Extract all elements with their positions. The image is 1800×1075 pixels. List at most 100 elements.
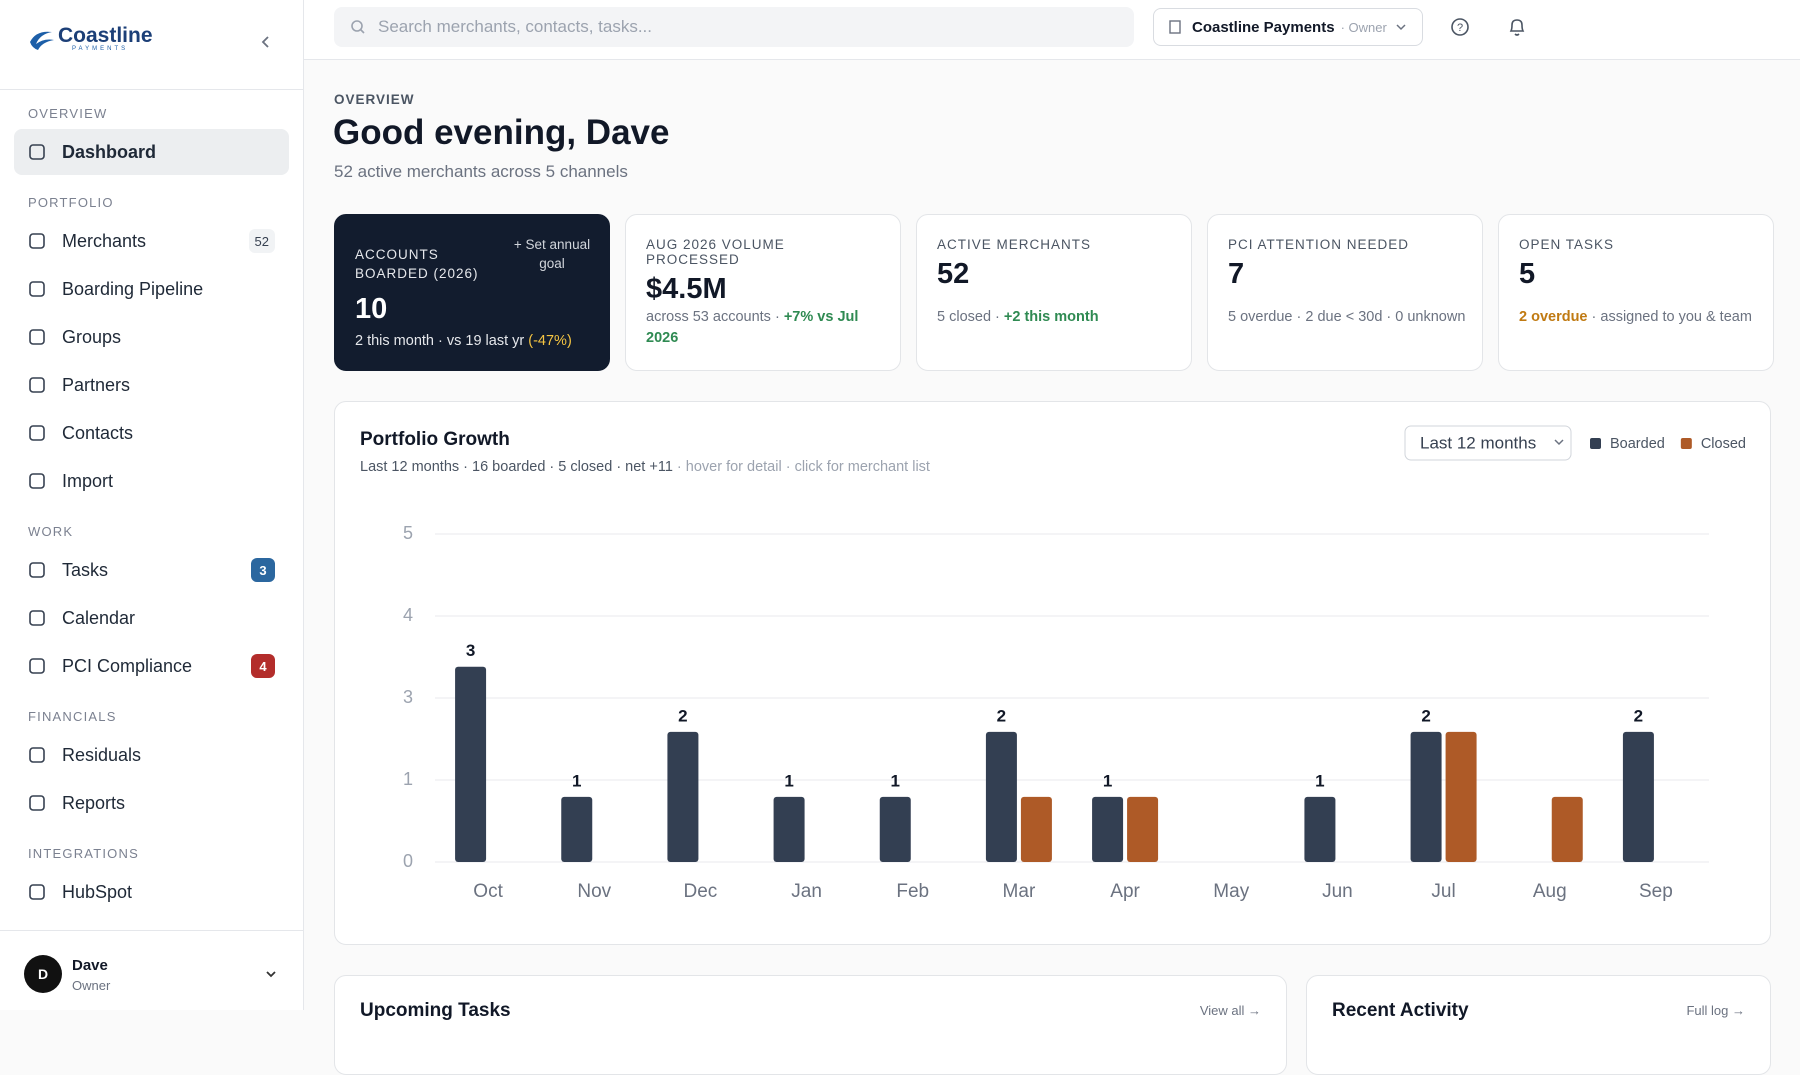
org-name: Coastline Payments <box>1192 18 1335 36</box>
bar <box>455 666 487 862</box>
panel-link[interactable]: Full log → <box>1686 1003 1745 1018</box>
panel-link[interactable]: View all → <box>1199 1003 1261 1018</box>
brand-tagline: PAYMENTS <box>72 46 129 52</box>
user-menu[interactable]: D Dave Owner <box>0 930 303 1010</box>
x-tick-label: Mar <box>1003 881 1036 902</box>
kpi-sub-text: 2 this month · vs 19 last yr <box>355 333 525 349</box>
avatar: D <box>24 955 62 993</box>
nav-item[interactable]: Calendar <box>14 595 289 641</box>
chevron <box>1554 439 1564 446</box>
nav-label: PCI Compliance <box>62 655 193 676</box>
bar <box>1445 731 1477 862</box>
kpi-delta: (-47%) <box>528 333 572 349</box>
bar <box>879 796 911 862</box>
nav-item[interactable]: Partners <box>14 362 289 408</box>
data-label: 2 <box>997 706 1006 725</box>
chart-subtitle-text: Last 12 months · 16 boarded · 5 closed ·… <box>360 459 673 475</box>
x-tick-label: Feb <box>896 881 929 902</box>
bar <box>1127 796 1159 862</box>
search[interactable]: Search merchants, contacts, tasks... <box>334 7 1134 47</box>
data-label: 3 <box>466 641 475 660</box>
y-tick-label: 4 <box>403 605 413 625</box>
org-role: · Owner <box>1340 19 1387 35</box>
nav-icon <box>29 747 45 763</box>
nav-label: Import <box>62 470 114 491</box>
nav-item[interactable]: HubSpot <box>14 869 289 915</box>
legend-swatch <box>1590 438 1601 449</box>
help-button[interactable]: ? <box>1450 17 1470 37</box>
org-icon <box>1169 20 1181 34</box>
nav-icon <box>29 425 45 441</box>
chevron <box>1396 24 1406 31</box>
kpi-value: 5 <box>1519 258 1536 290</box>
chart-title: Portfolio Growth <box>360 429 510 450</box>
y-tick-label: 0 <box>403 851 413 871</box>
kpi-sub: 2 this month · vs 19 last yr (-47%) <box>355 333 572 349</box>
data-label: 2 <box>1634 706 1643 725</box>
data-label: 2 <box>678 706 687 725</box>
nav-item[interactable]: Merchants 52 <box>14 218 289 264</box>
nav-item[interactable]: PCI Compliance 4 <box>14 643 289 689</box>
bar <box>1622 731 1654 862</box>
nav-badge: 4 <box>251 654 275 678</box>
nav-item[interactable]: Import <box>14 458 289 504</box>
bar <box>1551 796 1583 862</box>
notifications-button[interactable] <box>1507 16 1527 38</box>
nav-label: Reports <box>62 792 126 813</box>
panel-title: Upcoming Tasks <box>360 1000 511 1021</box>
collapse-button[interactable] <box>258 34 274 50</box>
data-label: 2 <box>1421 706 1430 725</box>
user-role: Owner <box>72 978 111 993</box>
kpi-card: AUG 2026 VOLUME PROCESSED $4.5M across 53 … <box>625 214 901 371</box>
panel-title: Recent Activity <box>1332 1000 1469 1021</box>
nav-icon <box>29 233 45 249</box>
bar <box>1092 796 1124 862</box>
org-switcher[interactable]: Coastline Payments · Owner <box>1153 8 1423 46</box>
y-tick-label: 1 <box>403 769 413 789</box>
nav-item[interactable]: Reports <box>14 780 289 826</box>
nav-item[interactable]: Boarding Pipeline <box>14 266 289 312</box>
chart: Portfolio Growth Last 12 months · 16 boa… <box>360 425 1746 902</box>
x-tick-label: Sep <box>1639 881 1673 902</box>
nav-section-label: FINANCIALS <box>28 709 117 724</box>
logo: Coastline PAYMENTS <box>28 24 153 52</box>
svg-text:?: ? <box>1457 22 1463 34</box>
bar <box>1410 731 1442 862</box>
nav-section-label: INTEGRATIONS <box>28 846 139 861</box>
range-select[interactable] <box>1404 425 1572 461</box>
nav-item[interactable]: Residuals <box>14 732 289 778</box>
y-tick-label: 3 <box>403 687 413 707</box>
nav: OVERVIEW Dashboard PORTFOLIO Merchants 52 Boa… <box>0 86 303 917</box>
page-title: Good evening, Dave <box>333 113 670 152</box>
page-subtitle: 52 active merchants across 5 channels <box>334 162 628 181</box>
nav-label: HubSpot <box>62 881 133 902</box>
legend-swatch <box>1680 438 1692 449</box>
x-tick-label: Jun <box>1322 881 1353 902</box>
nav-section-label: PORTFOLIO <box>28 195 114 210</box>
topbar: Search merchants, contacts, tasks... Coa… <box>304 0 1800 60</box>
nav-label: Tasks <box>62 559 109 580</box>
set-goal[interactable]: + Set annual goal <box>513 237 591 271</box>
nav-label: Merchants <box>62 230 147 251</box>
kpi-card: PCI ATTENTION NEEDED 7 5 overdue · 2 due <… <box>1207 214 1483 371</box>
nav-section-label: OVERVIEW <box>28 106 108 121</box>
kpi-value: 10 <box>355 293 388 325</box>
bar <box>667 731 699 862</box>
nav-icon <box>29 610 45 626</box>
kpi-label: ACTIVE MERCHANTS <box>937 237 1092 252</box>
brand-name: Coastline <box>58 24 153 47</box>
nav-item[interactable]: Tasks 3 <box>14 547 289 593</box>
legend-label: Closed <box>1701 436 1746 452</box>
nav-item[interactable]: Dashboard <box>14 129 289 175</box>
kpi-accent: +2 this month <box>1003 309 1099 325</box>
eyebrow: OVERVIEW <box>334 92 415 107</box>
kpi-sub-text: 5 closed · <box>937 309 1004 325</box>
kpi-sub: 5 overdue · 2 due < 30d · 0 unknown <box>1228 307 1466 328</box>
kpi-label: PCI ATTENTION NEEDED <box>1228 237 1410 252</box>
nav-item[interactable]: Groups <box>14 314 289 360</box>
bar <box>561 796 593 862</box>
chevron <box>266 971 276 978</box>
kpi-value: $4.5M <box>646 273 727 305</box>
nav-item[interactable]: Contacts <box>14 410 289 456</box>
